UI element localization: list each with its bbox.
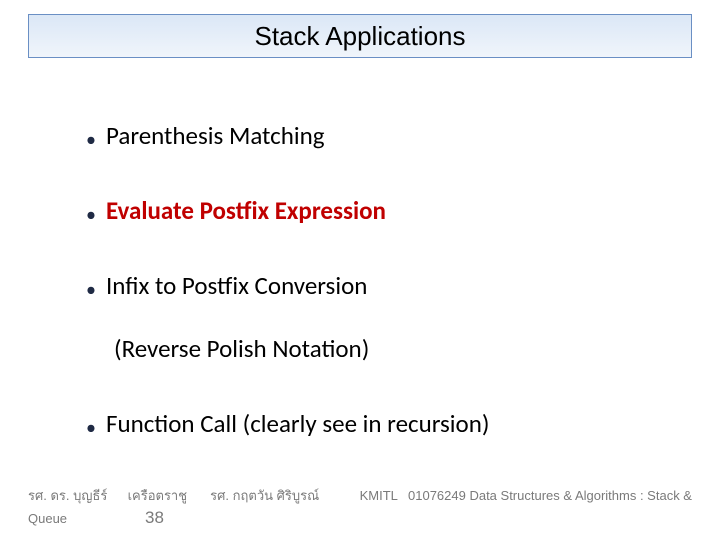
slide-title: Stack Applications	[254, 21, 465, 52]
list-item: • Parenthesis Matching	[86, 120, 676, 151]
footer-queue: Queue	[28, 511, 67, 526]
list-item: • Infix to Postfix Conversion	[86, 270, 676, 301]
bullet-icon: •	[86, 418, 96, 438]
footer-institution: KMITL	[360, 488, 398, 503]
item-text-1: Evaluate Postfix Expression	[106, 195, 386, 226]
title-box: Stack Applications	[28, 14, 692, 58]
list-item: • Function Call (clearly see in recursio…	[86, 408, 676, 439]
list-item: (Reverse Polish Notation)	[86, 333, 676, 364]
footer-course: 01076249 Data Structures & Algorithms : …	[408, 488, 692, 503]
item-text-4: Function Call (clearly see in recursion)	[106, 408, 489, 439]
footer-author1a: รศ. ดร. บุญธีร์	[28, 485, 107, 506]
page-number: 38	[145, 508, 164, 528]
list-item: • Evaluate Postfix Expression	[86, 195, 676, 226]
bullet-icon: •	[86, 280, 96, 300]
footer: รศ. ดร. บุญธีร์ เครือตราชู รศ. กฤตวัน ศิ…	[28, 485, 692, 528]
bullet-icon: •	[86, 130, 96, 150]
footer-author1b: เครือตราชู	[128, 485, 187, 506]
item-text-2: Infix to Postfix Conversion	[106, 270, 367, 301]
item-text-3: (Reverse Polish Notation)	[114, 333, 369, 364]
footer-line-1: รศ. ดร. บุญธีร์ เครือตราชู รศ. กฤตวัน ศิ…	[28, 485, 692, 506]
footer-author2: รศ. กฤตวัน ศิริบูรณ์	[210, 485, 319, 506]
content-area: • Parenthesis Matching • Evaluate Postfi…	[86, 120, 676, 439]
item-text-0: Parenthesis Matching	[106, 120, 325, 151]
slide: Stack Applications • Parenthesis Matchin…	[0, 0, 720, 540]
footer-line-2: Queue 38	[28, 508, 692, 528]
bullet-icon: •	[86, 205, 96, 225]
